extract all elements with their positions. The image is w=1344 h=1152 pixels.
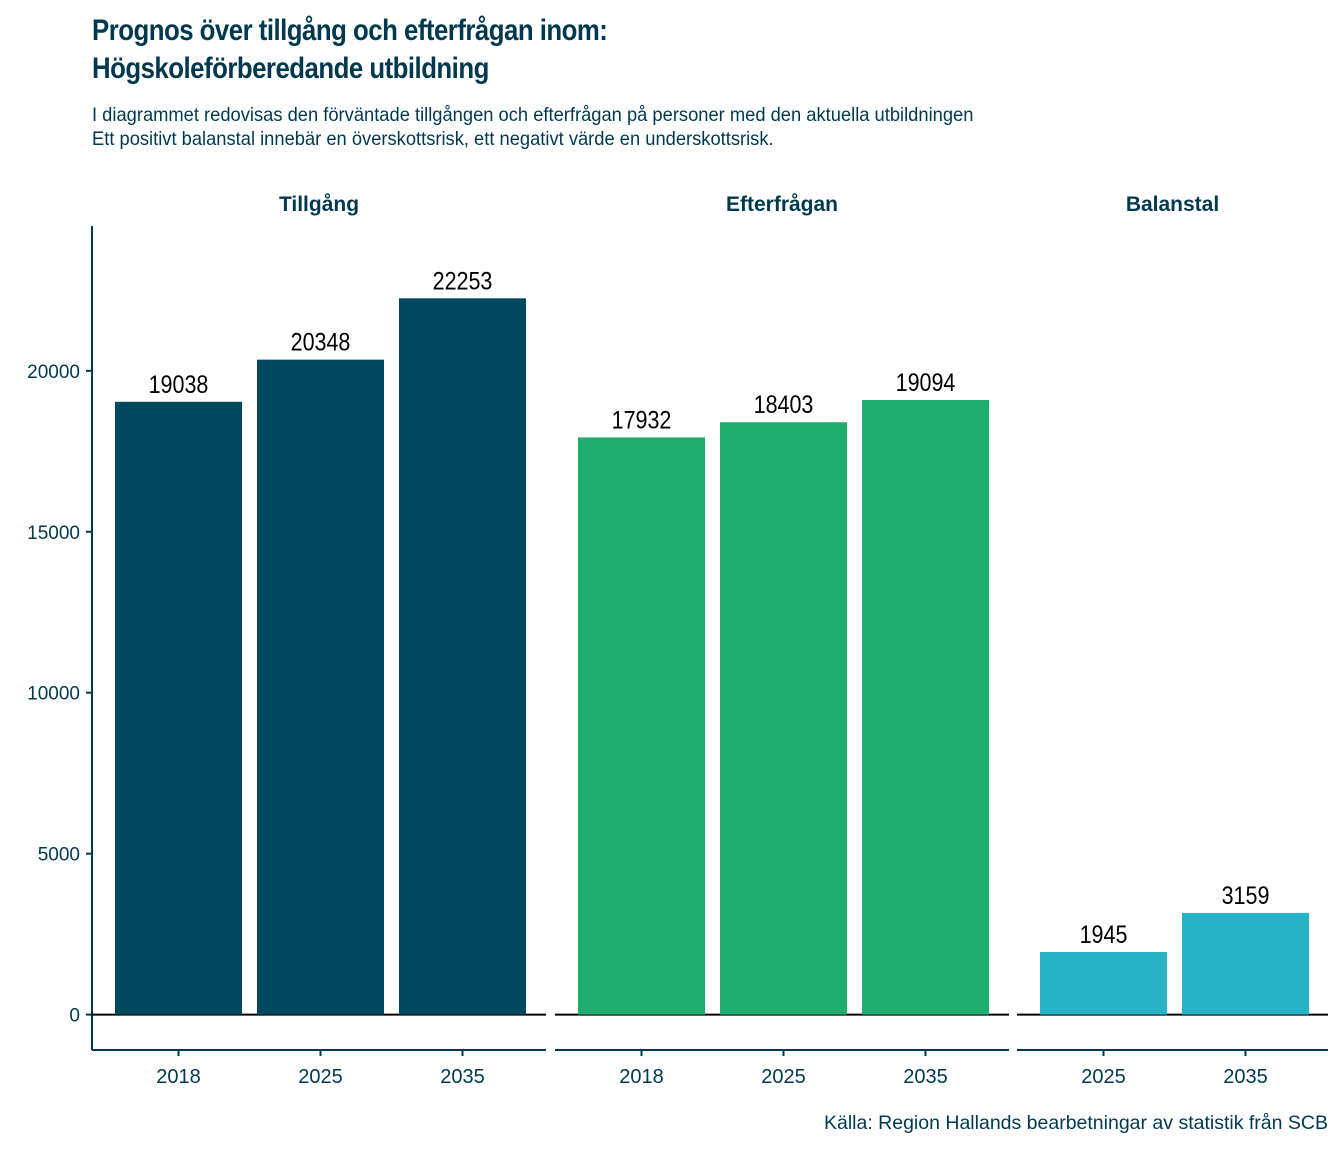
bar: [862, 400, 989, 1015]
data-label: 17932: [612, 406, 672, 434]
chart-title-line-2: Högskoleförberedande utbildning: [92, 52, 489, 85]
data-label: 22253: [433, 267, 493, 295]
bar: [115, 401, 242, 1015]
x-tick-label: 2035: [903, 1066, 948, 1088]
data-label: 20348: [291, 328, 351, 356]
data-label: 19038: [149, 370, 209, 398]
chart-title-line-1: Prognos över tillgång och efterfrågan in…: [92, 14, 608, 47]
bar: [257, 359, 384, 1015]
bar: [1040, 951, 1167, 1015]
bar: [578, 437, 705, 1015]
chart-subtitle-line-2: Ett positivt balanstal innebär en översk…: [92, 128, 774, 150]
facet-label-tillgång: Tillgång: [279, 193, 359, 216]
y-tick-label: 15000: [27, 523, 80, 544]
y-tick-label: 5000: [38, 845, 80, 866]
facet-label-efterfrågan: Efterfrågan: [726, 193, 838, 216]
y-tick-label: 20000: [27, 362, 80, 383]
x-tick-label: 2025: [1081, 1066, 1126, 1088]
x-tick-label: 2025: [298, 1066, 343, 1088]
data-label: 19094: [896, 368, 956, 396]
x-tick-label: 2035: [440, 1066, 485, 1088]
source-caption: Källa: Region Hallands bearbetningar av …: [823, 1112, 1328, 1134]
y-tick-label: 10000: [27, 684, 80, 705]
x-tick-label: 2035: [1223, 1066, 1268, 1088]
x-tick-label: 2025: [761, 1066, 806, 1088]
chart-subtitle-line-1: I diagrammet redovisas den förväntade ti…: [92, 104, 974, 126]
x-tick-label: 2018: [156, 1066, 201, 1088]
chart-title: Prognos över tillgång och efterfrågan in…: [92, 12, 608, 88]
facet-label-balanstal: Balanstal: [1126, 193, 1219, 216]
bar: [399, 298, 526, 1015]
data-label: 3159: [1222, 881, 1270, 909]
data-label: 18403: [754, 391, 814, 419]
bar: [720, 422, 847, 1015]
bar: [1182, 912, 1309, 1015]
data-label: 1945: [1080, 920, 1128, 948]
x-tick-label: 2018: [619, 1066, 664, 1088]
chart-subtitle: I diagrammet redovisas den förväntade ti…: [92, 103, 973, 151]
y-tick-label: 0: [69, 1006, 80, 1027]
